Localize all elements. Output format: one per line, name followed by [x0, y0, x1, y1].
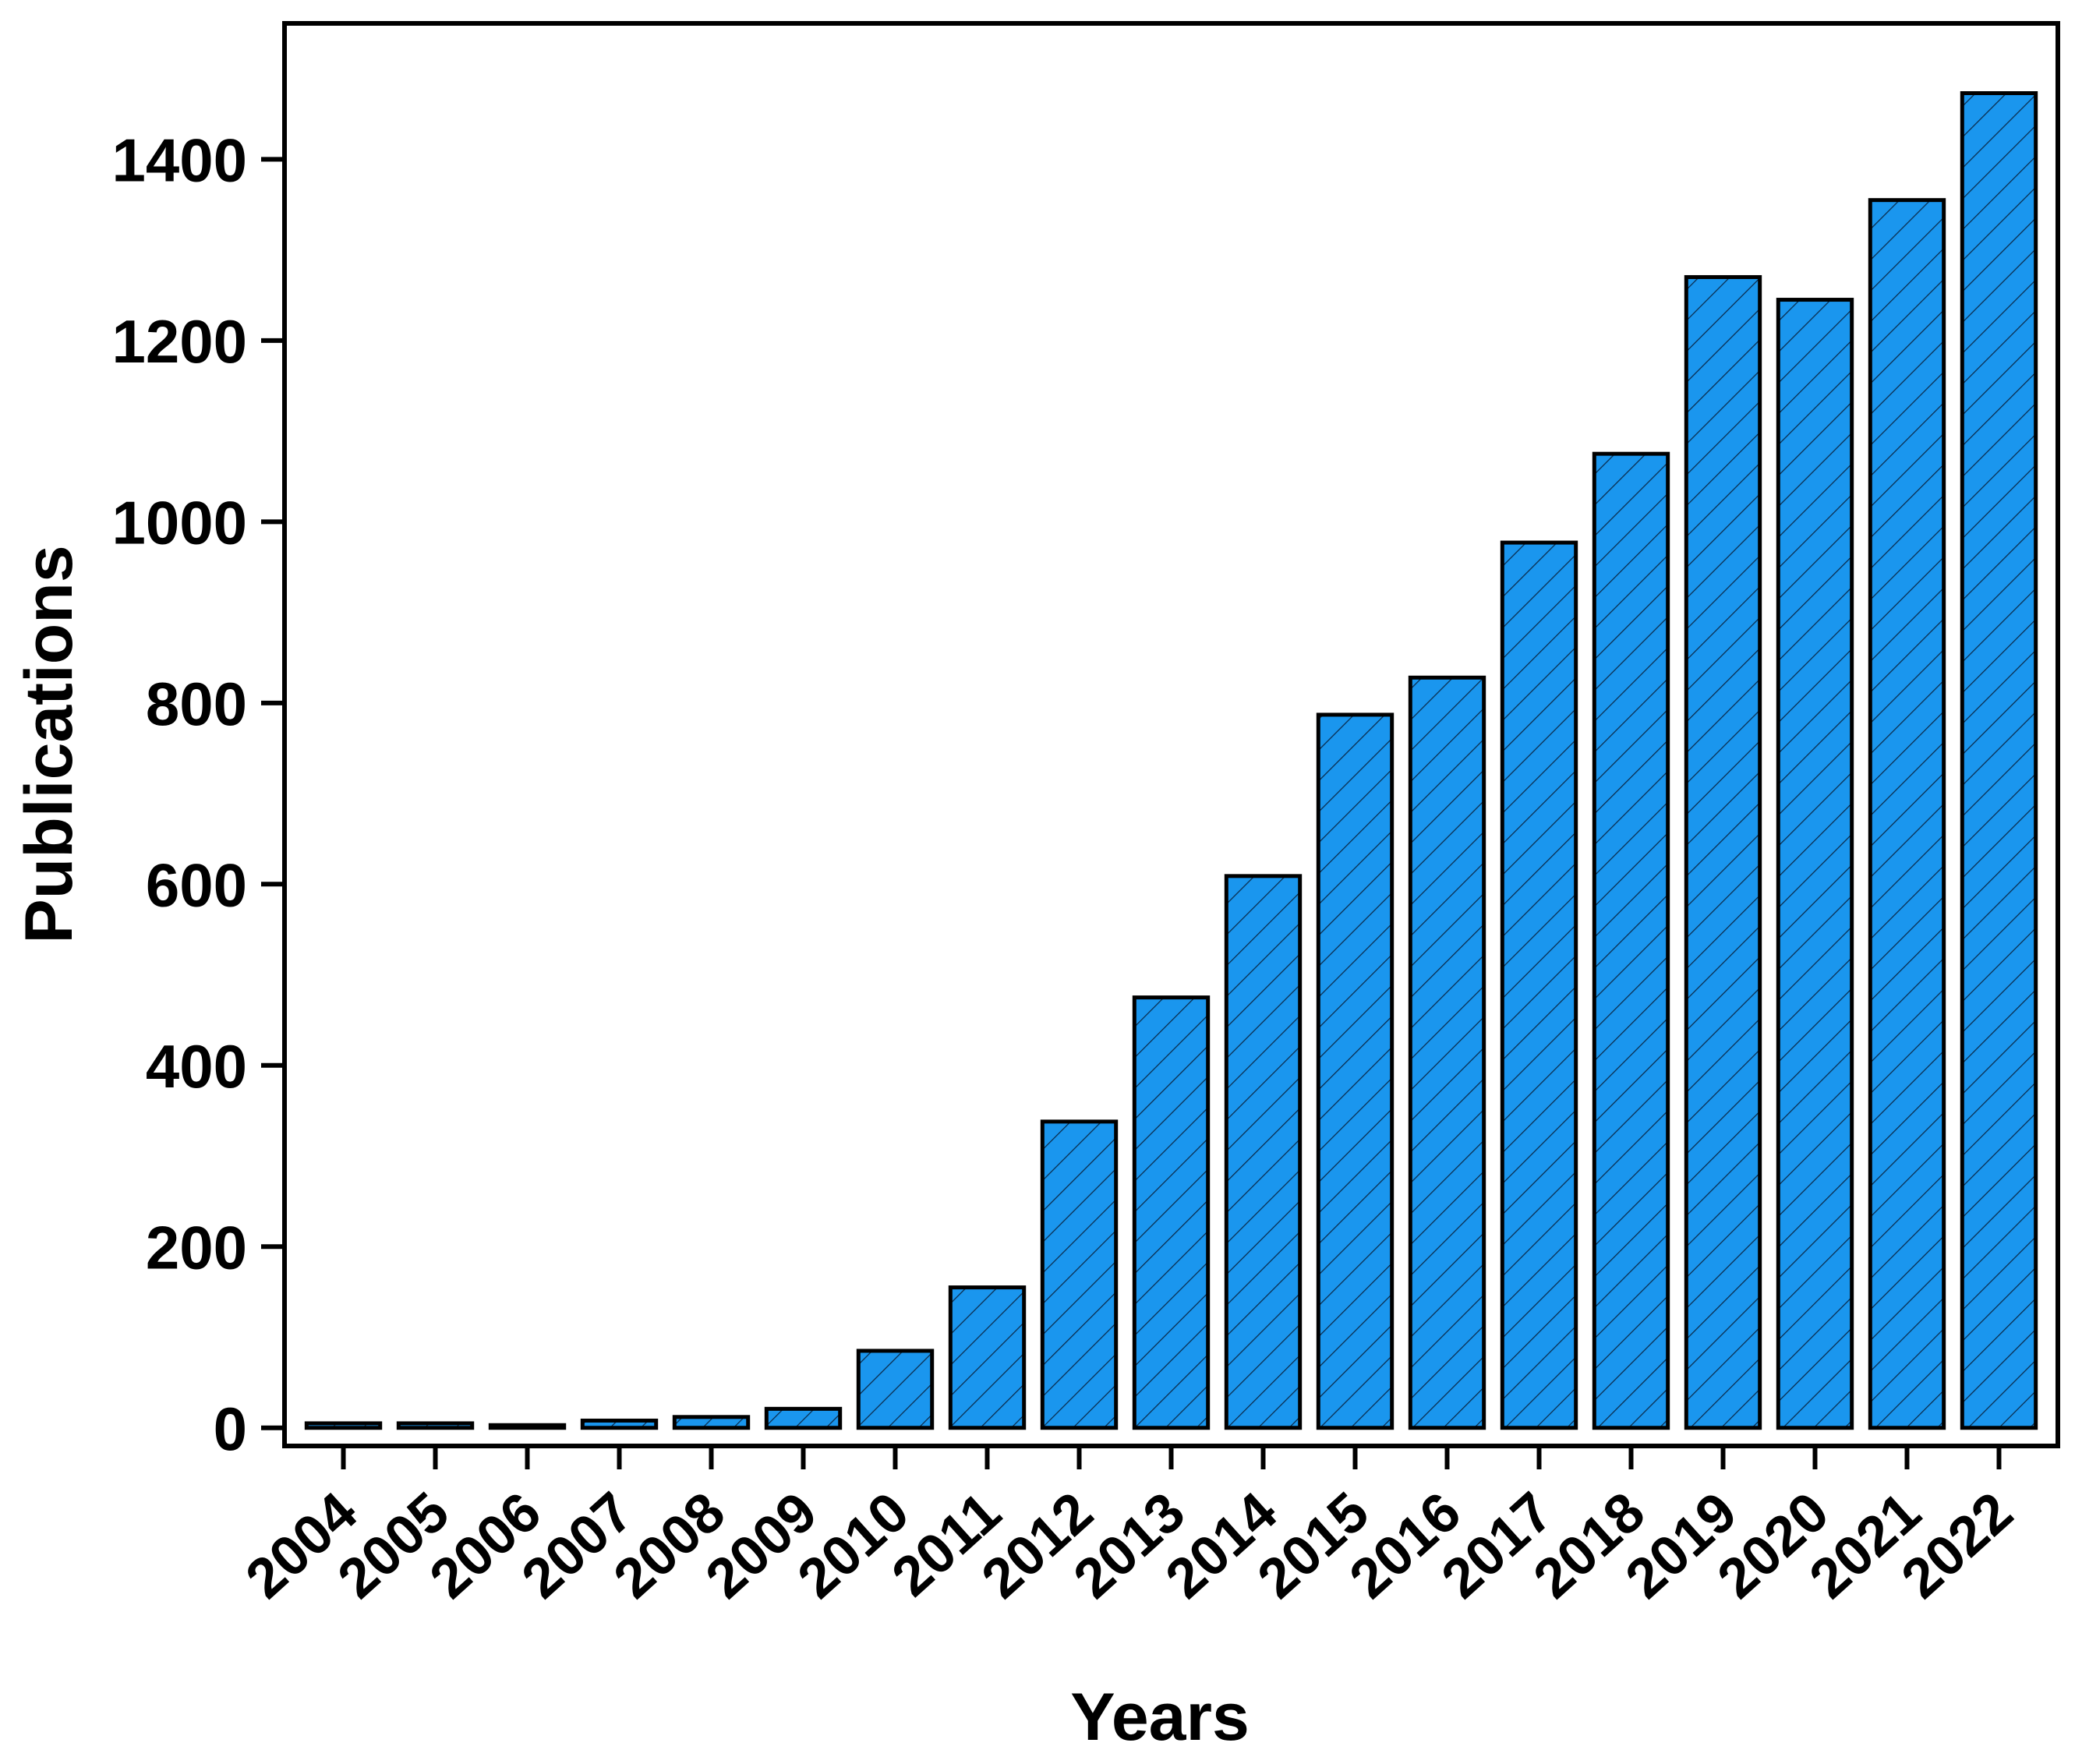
bar-2019: [1684, 274, 1762, 1430]
bar-2020: [1776, 298, 1854, 1430]
bar-2004: [304, 1421, 383, 1430]
bar-2007: [580, 1418, 659, 1430]
bar-hatch-outline: [1776, 298, 1854, 1430]
bar-hatch-outline: [1960, 91, 2038, 1430]
bar-2016: [1408, 675, 1486, 1430]
bar-hatch-outline: [1224, 874, 1303, 1430]
bar-hatch-outline: [488, 1423, 567, 1430]
y-tick-label: 400: [146, 1032, 247, 1101]
bar-hatch-outline: [1868, 198, 1946, 1430]
bar-hatch-outline: [1408, 675, 1486, 1430]
bar-hatch-outline: [1040, 1119, 1119, 1430]
bar-2017: [1500, 540, 1578, 1430]
y-tick-label: 200: [146, 1213, 247, 1281]
bar-2015: [1316, 712, 1395, 1430]
bar-2006: [488, 1423, 567, 1430]
y-axis-title: Publications: [12, 545, 87, 943]
bar-2012: [1040, 1119, 1119, 1430]
bar-2005: [396, 1421, 475, 1430]
bar-2010: [856, 1349, 935, 1430]
bar-hatch-outline: [304, 1421, 383, 1430]
bar-2021: [1868, 198, 1946, 1430]
bar-2018: [1592, 451, 1670, 1430]
x-axis-title: Years: [1070, 1680, 1250, 1755]
bar-hatch-outline: [1500, 540, 1578, 1430]
bar-2011: [948, 1285, 1027, 1430]
bar-hatch-outline: [1132, 995, 1211, 1430]
x-tick-label: 2022: [1890, 1480, 2025, 1610]
y-tick-label: 800: [146, 670, 247, 738]
bar-2013: [1132, 995, 1211, 1430]
bar-hatch-outline: [1684, 274, 1762, 1430]
bar-hatch-outline: [1316, 712, 1395, 1430]
bar-2022: [1960, 91, 2038, 1430]
y-tick-label: 1400: [111, 125, 247, 194]
bar-hatch-outline: [580, 1418, 659, 1430]
bar-2014: [1224, 874, 1303, 1430]
bar-2009: [764, 1406, 843, 1430]
y-tick-label: 1000: [111, 488, 247, 557]
labels-layer: Years Publications: [12, 545, 1250, 1755]
bar-hatch-outline: [764, 1406, 843, 1430]
bar-hatch-outline: [672, 1415, 751, 1430]
bar-hatch-outline: [948, 1285, 1027, 1430]
y-tick-label: 600: [146, 850, 247, 919]
bar-hatch-outline: [396, 1421, 475, 1430]
bars-layer: [304, 91, 2038, 1430]
y-tick-label: 0: [214, 1395, 247, 1463]
y-tick-label: 1200: [111, 307, 247, 376]
bar-hatch-outline: [856, 1349, 935, 1430]
bar-hatch-outline: [1592, 451, 1670, 1430]
bar-2008: [672, 1415, 751, 1430]
